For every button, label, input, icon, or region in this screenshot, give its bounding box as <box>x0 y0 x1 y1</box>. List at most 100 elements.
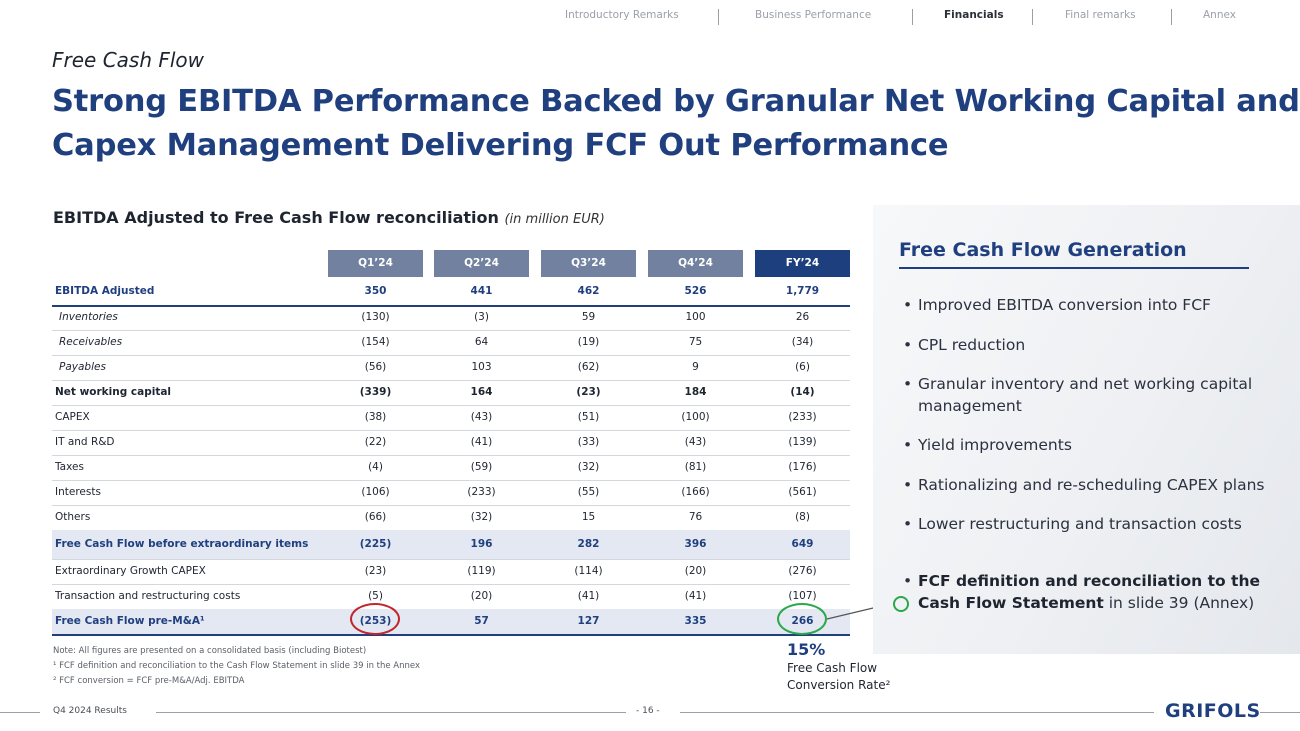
table-cell: 100 <box>685 311 706 323</box>
table-cell: 103 <box>471 361 492 373</box>
column-header-4: Q4’24 <box>648 250 743 277</box>
table-cell: (62) <box>577 361 600 373</box>
nav-separator <box>912 9 913 25</box>
nav-separator <box>1171 9 1172 25</box>
panel-divider <box>899 267 1249 269</box>
fcf-definition-rest: in slide 39 (Annex) <box>1103 594 1255 612</box>
table-cell: (34) <box>791 336 814 348</box>
panel-bullet-fcf-definition[interactable]: • FCF definition and reconciliation to th… <box>903 572 1261 612</box>
panel-bullet: • Improved EBITDA conversion into FCF <box>903 296 1211 314</box>
table-cell: 282 <box>577 538 600 550</box>
callout-marker-circle <box>893 596 909 612</box>
table-cell: 462 <box>577 285 600 297</box>
fcf-definition-bold: FCF definition and reconciliation to the… <box>918 572 1261 612</box>
row-label: Free Cash Flow pre-M&A¹ <box>55 615 205 627</box>
table-row: CAPEX (38) (43) (51) (100) (233) <box>52 405 850 431</box>
table-cell: (55) <box>577 486 600 498</box>
row-label: Receivables <box>59 336 123 348</box>
page-number: - 16 - <box>636 706 660 716</box>
table-cell: (41) <box>577 590 600 602</box>
section-title: EBITDA Adjusted to Free Cash Flow reconc… <box>53 208 605 227</box>
panel-title: Free Cash Flow Generation <box>899 239 1187 261</box>
table-cell: (20) <box>684 565 707 577</box>
row-label: EBITDA Adjusted <box>55 285 155 297</box>
table-cell: (66) <box>364 511 387 523</box>
table-cell: (19) <box>577 336 600 348</box>
table-cell: 1,779 <box>785 285 820 297</box>
table-cell: (59) <box>470 461 493 473</box>
row-label: Free Cash Flow before extraordinary item… <box>55 538 309 550</box>
highlight-circle-fy <box>777 603 827 635</box>
footer-presentation-name: Q4 2024 Results <box>53 706 127 716</box>
table-cell: 350 <box>364 285 387 297</box>
table-cell: (43) <box>684 436 707 448</box>
table-cell: (41) <box>470 436 493 448</box>
table-row: IT and R&D (22) (41) (33) (43) (139) <box>52 430 850 456</box>
footnote: ² FCF conversion = FCF pre-M&A/Adj. EBIT… <box>53 676 245 686</box>
table-cell: (20) <box>470 590 493 602</box>
nav-item-introductory-remarks[interactable]: Introductory Remarks <box>565 9 679 21</box>
table-cell: (100) <box>681 411 710 423</box>
table-cell: (106) <box>361 486 390 498</box>
table-cell: (3) <box>474 311 489 323</box>
table-cell: (32) <box>577 461 600 473</box>
grifols-logo: GRIFOLS <box>1165 700 1261 722</box>
row-label: CAPEX <box>55 411 90 423</box>
conversion-label-line-1: Free Cash Flow <box>787 661 878 675</box>
table-cell: 59 <box>581 311 596 323</box>
nav-separator <box>1032 9 1033 25</box>
panel-bullet: • Granular inventory and net working capi… <box>903 375 1253 415</box>
table-cell: (14) <box>790 386 815 398</box>
row-label: IT and R&D <box>55 436 115 448</box>
fcf-generation-panel: Free Cash Flow Generation • Improved EBIT… <box>873 205 1300 654</box>
panel-bullet: • Yield improvements <box>903 436 1072 454</box>
row-label: Net working capital <box>55 386 172 398</box>
table-row: Others (66) (32) 15 76 (8) <box>52 505 850 531</box>
table-cell: (107) <box>788 590 817 602</box>
table-row: Taxes (4) (59) (32) (81) (176) <box>52 455 850 481</box>
table-cell: (32) <box>470 511 493 523</box>
nav-separator <box>718 9 719 25</box>
table-cell: 64 <box>474 336 489 348</box>
table-row: Inventories (130) (3) 59 100 26 <box>52 305 850 331</box>
footer-rule <box>1260 712 1300 713</box>
table-cell: (41) <box>684 590 707 602</box>
section-unit: (in million EUR) <box>504 212 605 227</box>
table-cell: (23) <box>576 386 601 398</box>
panel-bullet: • CPL reduction <box>903 336 1026 354</box>
footnote: Note: All figures are presented on a con… <box>53 646 367 656</box>
table-cell: 396 <box>684 538 707 550</box>
table-cell: (81) <box>684 461 707 473</box>
nav-item-annex[interactable]: Annex <box>1203 9 1236 21</box>
table-cell: 9 <box>692 361 699 373</box>
footnote: ¹ FCF definition and reconciliation to t… <box>53 661 421 671</box>
table-cell: (6) <box>795 361 810 373</box>
slide-subtitle: Free Cash Flow <box>52 48 205 72</box>
panel-bullet: • Rationalizing and re-scheduling CAPEX p… <box>903 476 1265 494</box>
table-cell: (51) <box>577 411 600 423</box>
table-cell: (119) <box>467 565 496 577</box>
table-row: Free Cash Flow pre-M&A¹ (253) 57 127 335 266 <box>52 609 850 636</box>
table-cell: (43) <box>470 411 493 423</box>
table-row: Free Cash Flow before extraordinary item… <box>52 530 850 560</box>
table-cell: (154) <box>361 336 390 348</box>
column-header-3: Q3’24 <box>541 250 636 277</box>
top-navigation: Introductory Remarks Business Performanc… <box>540 9 1280 25</box>
row-label: Interests <box>55 486 101 498</box>
row-label: Inventories <box>59 311 118 323</box>
table-cell: 196 <box>470 538 493 550</box>
nav-item-financials[interactable]: Financials <box>944 9 1004 21</box>
footer-rule <box>680 712 1154 713</box>
table-cell: 526 <box>684 285 707 297</box>
table-cell: (166) <box>681 486 710 498</box>
table-cell: (56) <box>364 361 387 373</box>
slide-title: Strong EBITDA Performance Backed by Gran… <box>52 80 1300 168</box>
table-cell: (22) <box>364 436 387 448</box>
footnotes: Note: All figures are presented on a con… <box>53 644 420 689</box>
table-cell: (8) <box>795 511 810 523</box>
nav-item-business-performance[interactable]: Business Performance <box>755 9 872 21</box>
slide-title-line-1: Strong EBITDA Performance Backed by Gran… <box>52 84 1300 119</box>
nav-item-final-remarks[interactable]: Final remarks <box>1065 9 1136 21</box>
conversion-label-line-2: Conversion Rate² <box>787 678 891 692</box>
table-cell: 57 <box>474 615 489 627</box>
